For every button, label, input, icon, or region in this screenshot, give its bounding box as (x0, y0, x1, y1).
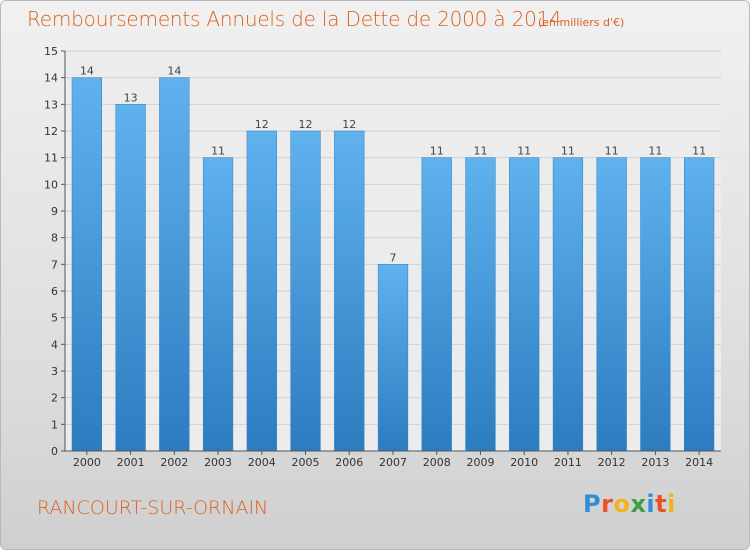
bar-value-label: 11 (648, 145, 662, 158)
bar-value-label: 11 (473, 145, 487, 158)
x-tick-label: 2005 (292, 456, 320, 469)
logo-letter: o (613, 490, 631, 518)
logo-letter: t (655, 490, 668, 518)
x-tick-label: 2004 (248, 456, 276, 469)
x-tick-label: 2008 (423, 456, 451, 469)
bar-value-label: 12 (342, 118, 356, 131)
bar-value-label: 12 (255, 118, 269, 131)
bar (684, 157, 715, 452)
commune-name: RANCOURT-SUR-ORNAIN (37, 497, 269, 519)
chart-title: Remboursements Annuels de la Dette de 20… (27, 7, 562, 31)
bar (159, 77, 190, 452)
bar-value-label: 12 (299, 118, 313, 131)
bar (465, 157, 496, 452)
bar-value-label: 11 (517, 145, 531, 158)
bar (246, 130, 277, 452)
units-label: (en milliers d'€) (538, 16, 625, 29)
x-tick-label: 2012 (598, 456, 626, 469)
y-tick-label: 12 (44, 125, 58, 138)
y-tick-label: 1 (51, 418, 58, 431)
bar (596, 157, 627, 452)
bar (115, 104, 146, 452)
bar (640, 157, 671, 452)
proxiti-logo: Proxiti (583, 490, 676, 518)
x-tick-label: 2007 (379, 456, 407, 469)
y-tick-label: 3 (51, 365, 58, 378)
bar-value-label: 14 (80, 65, 94, 78)
bar (421, 157, 452, 452)
bar (552, 157, 584, 452)
x-tick-label: 2014 (685, 456, 713, 469)
bar (334, 130, 365, 452)
y-tick-label: 4 (51, 338, 58, 351)
bar (509, 157, 540, 452)
bars-layer (71, 77, 715, 452)
x-tick-label: 2013 (641, 456, 669, 469)
x-tick-label: 2000 (73, 456, 101, 469)
bar (71, 77, 102, 452)
logo-letter: P (583, 490, 602, 518)
x-tick-label: 2009 (466, 456, 494, 469)
bar-value-label: 14 (167, 65, 181, 78)
bar-value-label: 13 (124, 91, 138, 104)
bar (377, 264, 409, 452)
y-tick-label: 10 (44, 178, 58, 191)
x-tick-label: 2010 (510, 456, 538, 469)
bar-value-label: 11 (692, 145, 706, 158)
x-tick-label: 2003 (204, 456, 232, 469)
x-tick-label: 2001 (117, 456, 145, 469)
x-tick-label: 2006 (335, 456, 363, 469)
x-tick-label: 2002 (160, 456, 188, 469)
bar-value-label: 7 (390, 251, 397, 264)
y-tick-label: 11 (44, 152, 58, 165)
bar (290, 130, 321, 452)
y-tick-label: 5 (51, 312, 58, 325)
y-tick-label: 15 (44, 45, 58, 58)
y-tick-label: 2 (51, 392, 58, 405)
x-tick-label: 2011 (554, 456, 582, 469)
bar-value-label: 11 (605, 145, 619, 158)
y-tick-label: 13 (44, 98, 58, 111)
bar-value-label: 11 (561, 145, 575, 158)
bar-value-label: 11 (430, 145, 444, 158)
logo-letter: r (601, 490, 614, 518)
y-tick-label: 14 (44, 72, 58, 85)
y-tick-label: 0 (51, 445, 58, 458)
bar-value-label: 11 (211, 145, 225, 158)
y-tick-label: 6 (51, 285, 58, 298)
y-tick-label: 8 (51, 232, 58, 245)
logo-letter: i (646, 490, 656, 518)
labels-layer: 14 13 14 11 12 12 12 7 11 11 11 11 11 11 11 (80, 65, 706, 265)
logo-letter: i (667, 490, 676, 518)
y-tick-label: 9 (51, 205, 58, 218)
y-tick-label: 7 (51, 258, 58, 271)
logo-letter: x (630, 490, 647, 518)
bar (202, 157, 234, 452)
